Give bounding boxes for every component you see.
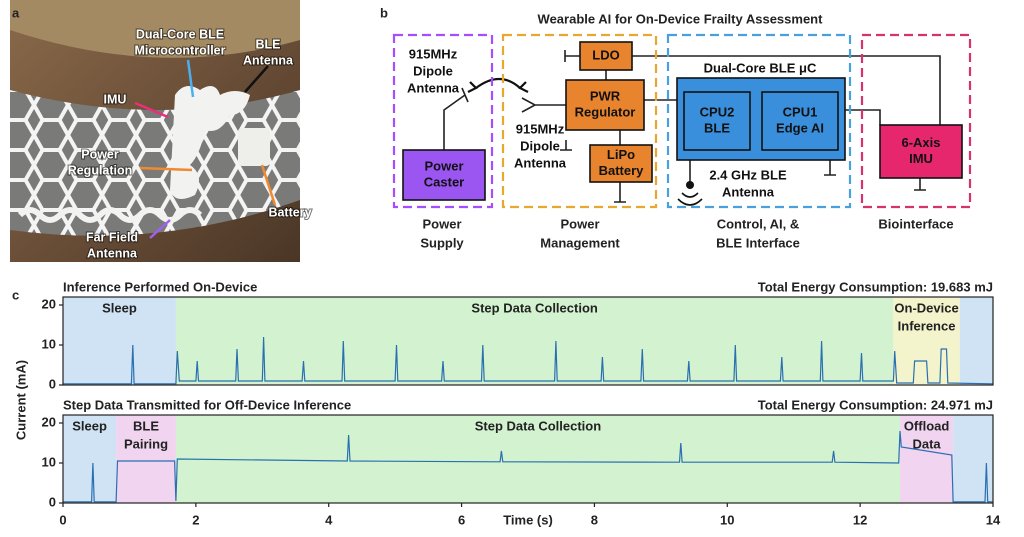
photo-label: Microcontroller bbox=[135, 43, 226, 57]
block-label: Caster bbox=[424, 174, 464, 189]
region bbox=[953, 415, 993, 503]
block-label: Regulator bbox=[575, 104, 636, 119]
antenna-label: 915MHz bbox=[516, 121, 565, 136]
chart-title: Inference Performed On-Device bbox=[63, 279, 257, 294]
x-axis-label: Time (s) bbox=[503, 512, 553, 527]
photo-label: Regulation bbox=[68, 163, 133, 177]
x-tick-label: 8 bbox=[591, 512, 598, 527]
region-label: Step Data Collection bbox=[475, 418, 601, 433]
region bbox=[63, 297, 176, 385]
antenna-label: 2.4 GHz BLE bbox=[709, 167, 787, 182]
group-box bbox=[666, 33, 852, 209]
photo-label: Antenna bbox=[87, 246, 138, 260]
group-label: Control, AI, & bbox=[717, 216, 800, 231]
y-tick-label: 0 bbox=[49, 494, 56, 509]
region bbox=[116, 415, 176, 503]
current-trace bbox=[63, 336, 994, 385]
group-box bbox=[392, 33, 494, 209]
current-trace bbox=[63, 430, 993, 503]
chart-annotation: Total Energy Consumption: 24.971 mJ bbox=[758, 397, 993, 412]
block-label: 6-Axis bbox=[901, 135, 940, 150]
group-box bbox=[860, 33, 972, 209]
panel-label: b bbox=[380, 5, 388, 20]
photo-label: Dual-Core BLE bbox=[136, 27, 224, 41]
plot-frame bbox=[62, 296, 994, 386]
antenna-label: Antenna bbox=[722, 184, 775, 199]
block bbox=[402, 149, 486, 201]
x-tick-label: 10 bbox=[720, 512, 734, 527]
y-axis-label: Current (mA) bbox=[13, 360, 28, 440]
group-box bbox=[501, 33, 658, 209]
block-label: Edge AI bbox=[776, 120, 824, 135]
photo-label: Battery bbox=[268, 205, 311, 219]
photo-label: Power bbox=[81, 147, 119, 161]
block bbox=[879, 124, 963, 179]
y-tick-label: 0 bbox=[49, 376, 56, 391]
group-label: Biointerface bbox=[878, 216, 953, 231]
mcu-label: Dual-Core BLE μC bbox=[704, 60, 817, 75]
block bbox=[683, 91, 751, 151]
chart-annotation: Total Energy Consumption: 19.683 mJ bbox=[758, 279, 993, 294]
group-label: BLE Interface bbox=[716, 235, 800, 250]
diagram-title: Wearable AI for On-Device Frailty Assess… bbox=[538, 11, 824, 26]
block-label: BLE bbox=[704, 120, 730, 135]
antenna-label: Dipole bbox=[413, 63, 453, 78]
block bbox=[565, 79, 645, 131]
region-label: Sleep bbox=[72, 418, 107, 433]
y-tick-label: 20 bbox=[42, 414, 56, 429]
antenna-label: 915MHz bbox=[409, 46, 458, 61]
y-tick-label: 20 bbox=[42, 296, 56, 311]
antenna-label: Dipole bbox=[520, 138, 560, 153]
region-label: Step Data Collection bbox=[471, 300, 597, 315]
block bbox=[579, 41, 633, 71]
block bbox=[761, 91, 839, 151]
panel-label: a bbox=[12, 5, 20, 20]
region bbox=[959, 297, 993, 385]
group-label: Power bbox=[422, 216, 461, 231]
region-label: Data bbox=[912, 436, 941, 451]
block-label: LDO bbox=[592, 47, 619, 62]
region-label: Offload bbox=[904, 418, 950, 433]
region-label: Sleep bbox=[102, 300, 137, 315]
diagram-wires bbox=[443, 50, 941, 206]
region-label: Pairing bbox=[124, 436, 168, 451]
photo-label: Far Field bbox=[86, 230, 138, 244]
block-label: IMU bbox=[909, 151, 933, 166]
group-label: Management bbox=[540, 235, 620, 250]
block-label: CPU1 bbox=[783, 104, 818, 119]
panel-label: c bbox=[12, 287, 19, 302]
region bbox=[175, 297, 894, 385]
plot-frame bbox=[62, 414, 994, 504]
group-label: Supply bbox=[420, 235, 464, 250]
block-label: LiPo bbox=[607, 147, 635, 162]
region bbox=[175, 415, 900, 503]
block-label: CPU2 bbox=[700, 104, 735, 119]
y-tick-label: 10 bbox=[42, 454, 56, 469]
block bbox=[589, 144, 653, 183]
x-tick-label: 12 bbox=[853, 512, 867, 527]
block-label: Power bbox=[424, 158, 463, 173]
photo-label: Antenna bbox=[243, 53, 294, 67]
antenna-label: Antenna bbox=[407, 80, 460, 95]
block-label: PWR bbox=[590, 88, 621, 103]
region-label: Inference bbox=[898, 318, 956, 333]
region bbox=[63, 415, 117, 503]
region-label: On-Device bbox=[894, 300, 958, 315]
region bbox=[900, 415, 954, 503]
region-label: BLE bbox=[133, 418, 159, 433]
group-label: Power bbox=[560, 216, 599, 231]
y-tick-label: 10 bbox=[42, 336, 56, 351]
x-tick-label: 6 bbox=[458, 512, 465, 527]
block-label: Battery bbox=[599, 163, 645, 178]
photo bbox=[10, 0, 300, 262]
antenna-label: Antenna bbox=[514, 155, 567, 170]
photo-label: IMU bbox=[104, 92, 127, 106]
x-tick-label: 4 bbox=[325, 512, 333, 527]
chart-title: Step Data Transmitted for Off-Device Inf… bbox=[63, 397, 351, 412]
photo-label: BLE bbox=[256, 37, 281, 51]
x-tick-label: 14 bbox=[986, 512, 1001, 527]
x-tick-label: 0 bbox=[59, 512, 66, 527]
x-tick-label: 2 bbox=[192, 512, 199, 527]
